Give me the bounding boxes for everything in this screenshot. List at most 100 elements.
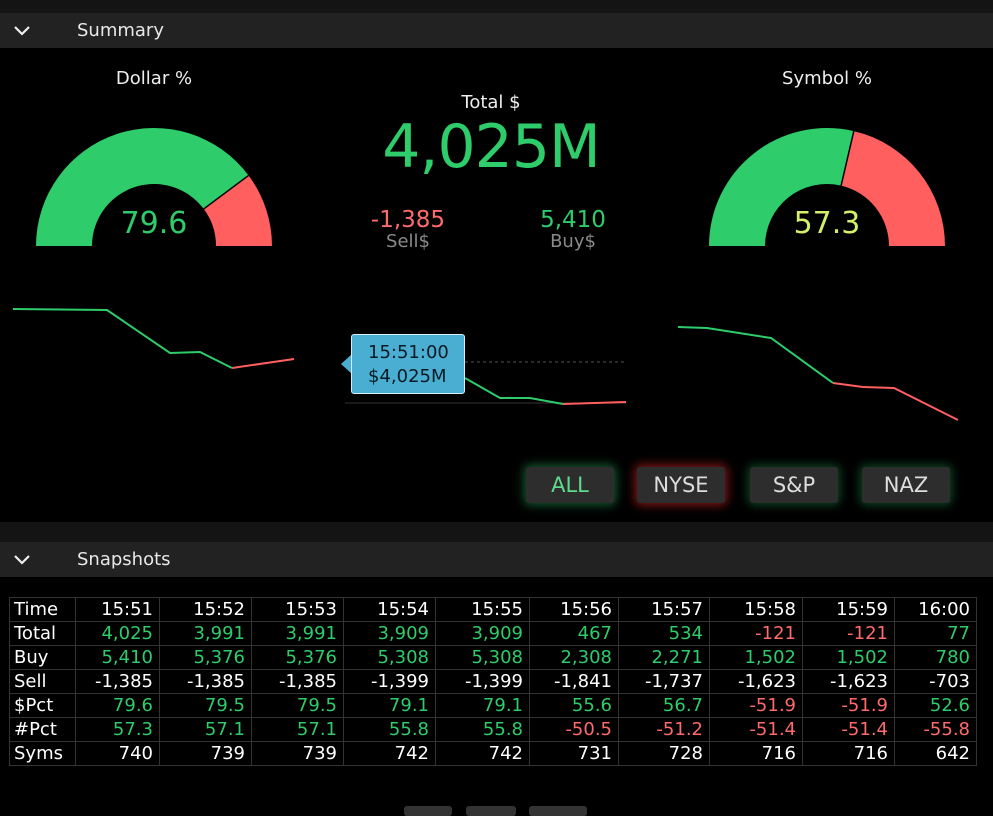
table-cell: -121 [802, 621, 895, 646]
table-cell: 5,376 [159, 645, 252, 670]
table-cell: -1,737 [618, 669, 710, 694]
table-cell: 56.7 [618, 693, 710, 718]
table-cell: -50.5 [529, 717, 619, 742]
chevron-down-icon[interactable] [12, 22, 32, 40]
row-header: Sell [9, 669, 76, 694]
table-cell: 4,025 [75, 621, 160, 646]
table-cell: 5,308 [343, 645, 436, 670]
table-cell: 716 [802, 741, 895, 766]
row-header: $Pct [9, 693, 76, 718]
dollar-gauge-value: 79.6 [120, 206, 188, 241]
table-cell: -1,385 [159, 669, 252, 694]
table-row: Syms 740 739 739 742 742 731 728 716 716 642 [9, 741, 977, 766]
sparklines [12, 308, 959, 421]
symbol-sparkline [677, 326, 959, 421]
table-cell: 15:53 [251, 597, 344, 622]
summary-title: Summary [77, 20, 164, 41]
buy-value: 5,410 [540, 207, 606, 233]
symbol-gauge [709, 127, 945, 246]
table-cell: 1,502 [709, 645, 803, 670]
table-cell: 16:00 [894, 597, 977, 622]
table-cell: 79.6 [75, 693, 160, 718]
table-cell: 15:59 [802, 597, 895, 622]
table-row: #Pct 57.3 57.1 57.1 55.8 55.8 -50.5 -51.2 -51.4-… [9, 717, 977, 742]
table-cell: 15:58 [709, 597, 803, 622]
table-cell: 55.8 [343, 717, 436, 742]
table-cell: 5,376 [251, 645, 344, 670]
dollar-gauge [36, 127, 272, 246]
table-cell: 739 [251, 741, 344, 766]
sell-stat: -1,385 Sell$ [348, 207, 468, 252]
symbol-gauge-label: Symbol % [782, 68, 872, 89]
market-button-all[interactable]: ALL [526, 467, 614, 503]
buy-stat: 5,410 Buy$ [513, 207, 633, 252]
table-cell: -51.9 [709, 693, 803, 718]
table-cell: -1,623 [802, 669, 895, 694]
buy-label: Buy$ [550, 231, 596, 252]
table-cell: -1,385 [75, 669, 160, 694]
table-cell: 2,271 [618, 645, 710, 670]
snapshots-header[interactable]: Snapshots [0, 542, 993, 577]
table-cell: 15:56 [529, 597, 619, 622]
table-cell: 79.5 [159, 693, 252, 718]
table-row: Buy 5,410 5,376 5,376 5,308 5,308 2,308 2,271 1,… [9, 645, 977, 670]
symbol-gauge-bad-arc [841, 131, 945, 246]
table-cell: -51.9 [802, 693, 895, 718]
table-cell: 52.6 [894, 693, 977, 718]
pager-button[interactable] [529, 806, 587, 816]
table-cell: -1,385 [251, 669, 344, 694]
row-header: Total [9, 621, 76, 646]
chevron-down-icon[interactable] [12, 551, 32, 569]
tooltip-arrow [341, 354, 352, 374]
table-cell: -51.2 [618, 717, 710, 742]
table-cell: 15:57 [618, 597, 710, 622]
summary-header[interactable]: Summary [0, 13, 993, 48]
table-cell: 728 [618, 741, 710, 766]
table-cell: 3,991 [251, 621, 344, 646]
market-button-naz[interactable]: NAZ [862, 467, 950, 503]
table-cell: 57.3 [75, 717, 160, 742]
table-row: Sell -1,385 -1,385 -1,385 -1,399 -1,399 -1,841… [9, 669, 977, 694]
dollar-gauge-bad-arc [203, 175, 272, 246]
table-cell: 79.1 [435, 693, 530, 718]
table-cell: 1,502 [802, 645, 895, 670]
table-cell: 55.6 [529, 693, 619, 718]
table-cell: 467 [529, 621, 619, 646]
market-button-sp[interactable]: S&P [750, 467, 838, 503]
table-cell: -1,399 [435, 669, 530, 694]
table-row: Total 4,025 3,991 3,991 3,909 3,909 467 534 -121… [9, 621, 977, 646]
table-cell: 3,909 [343, 621, 436, 646]
table-cell: 3,991 [159, 621, 252, 646]
row-header: Buy [9, 645, 76, 670]
table-cell: -1,399 [343, 669, 436, 694]
table-cell: -1,841 [529, 669, 619, 694]
section-divider [0, 522, 993, 542]
dollar-sparkline [12, 308, 295, 369]
pager-button[interactable] [466, 806, 516, 816]
row-header: Syms [9, 741, 76, 766]
table-cell: 780 [894, 645, 977, 670]
total-sparkline[interactable] [345, 361, 627, 405]
row-header: #Pct [9, 717, 76, 742]
table-cell: 77 [894, 621, 977, 646]
total-value: 4,025M [382, 112, 601, 182]
symbol-gauge-value: 57.3 [793, 206, 861, 241]
table-cell: 15:52 [159, 597, 252, 622]
table-cell: 731 [529, 741, 619, 766]
dollar-gauge-good-arc [36, 127, 249, 246]
table-cell: 57.1 [159, 717, 252, 742]
snapshots-title: Snapshots [77, 549, 171, 570]
table-cell: -51.4 [802, 717, 895, 742]
table-row: Time 15:51 15:52 15:53 15:54 15:55 15:56 15:57 1… [9, 597, 977, 622]
symbol-gauge-good-arc [709, 127, 854, 246]
row-header: Time [9, 597, 76, 622]
table-cell: 642 [894, 741, 977, 766]
sell-label: Sell$ [386, 231, 430, 252]
table-cell: -51.4 [709, 717, 803, 742]
market-button-nyse[interactable]: NYSE [637, 467, 725, 503]
table-cell: 15:55 [435, 597, 530, 622]
pager-button[interactable] [404, 806, 452, 816]
tooltip-time: 15:51:00 [368, 342, 449, 363]
table-cell: -1,623 [709, 669, 803, 694]
table-cell: 740 [75, 741, 160, 766]
